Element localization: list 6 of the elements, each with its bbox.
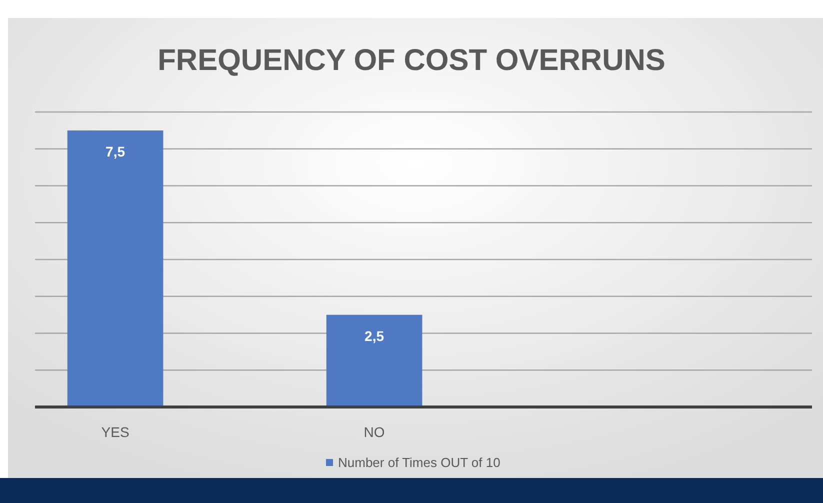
data-label: 2,5 (364, 328, 384, 344)
legend-label: Number of Times OUT of 10 (338, 455, 500, 470)
chart-title: FREQUENCY OF COST OVERRUNS (158, 44, 666, 77)
x-tick-label: NO (364, 424, 385, 440)
x-tick-label: YES (101, 424, 130, 440)
data-label: 7,5 (106, 143, 126, 160)
